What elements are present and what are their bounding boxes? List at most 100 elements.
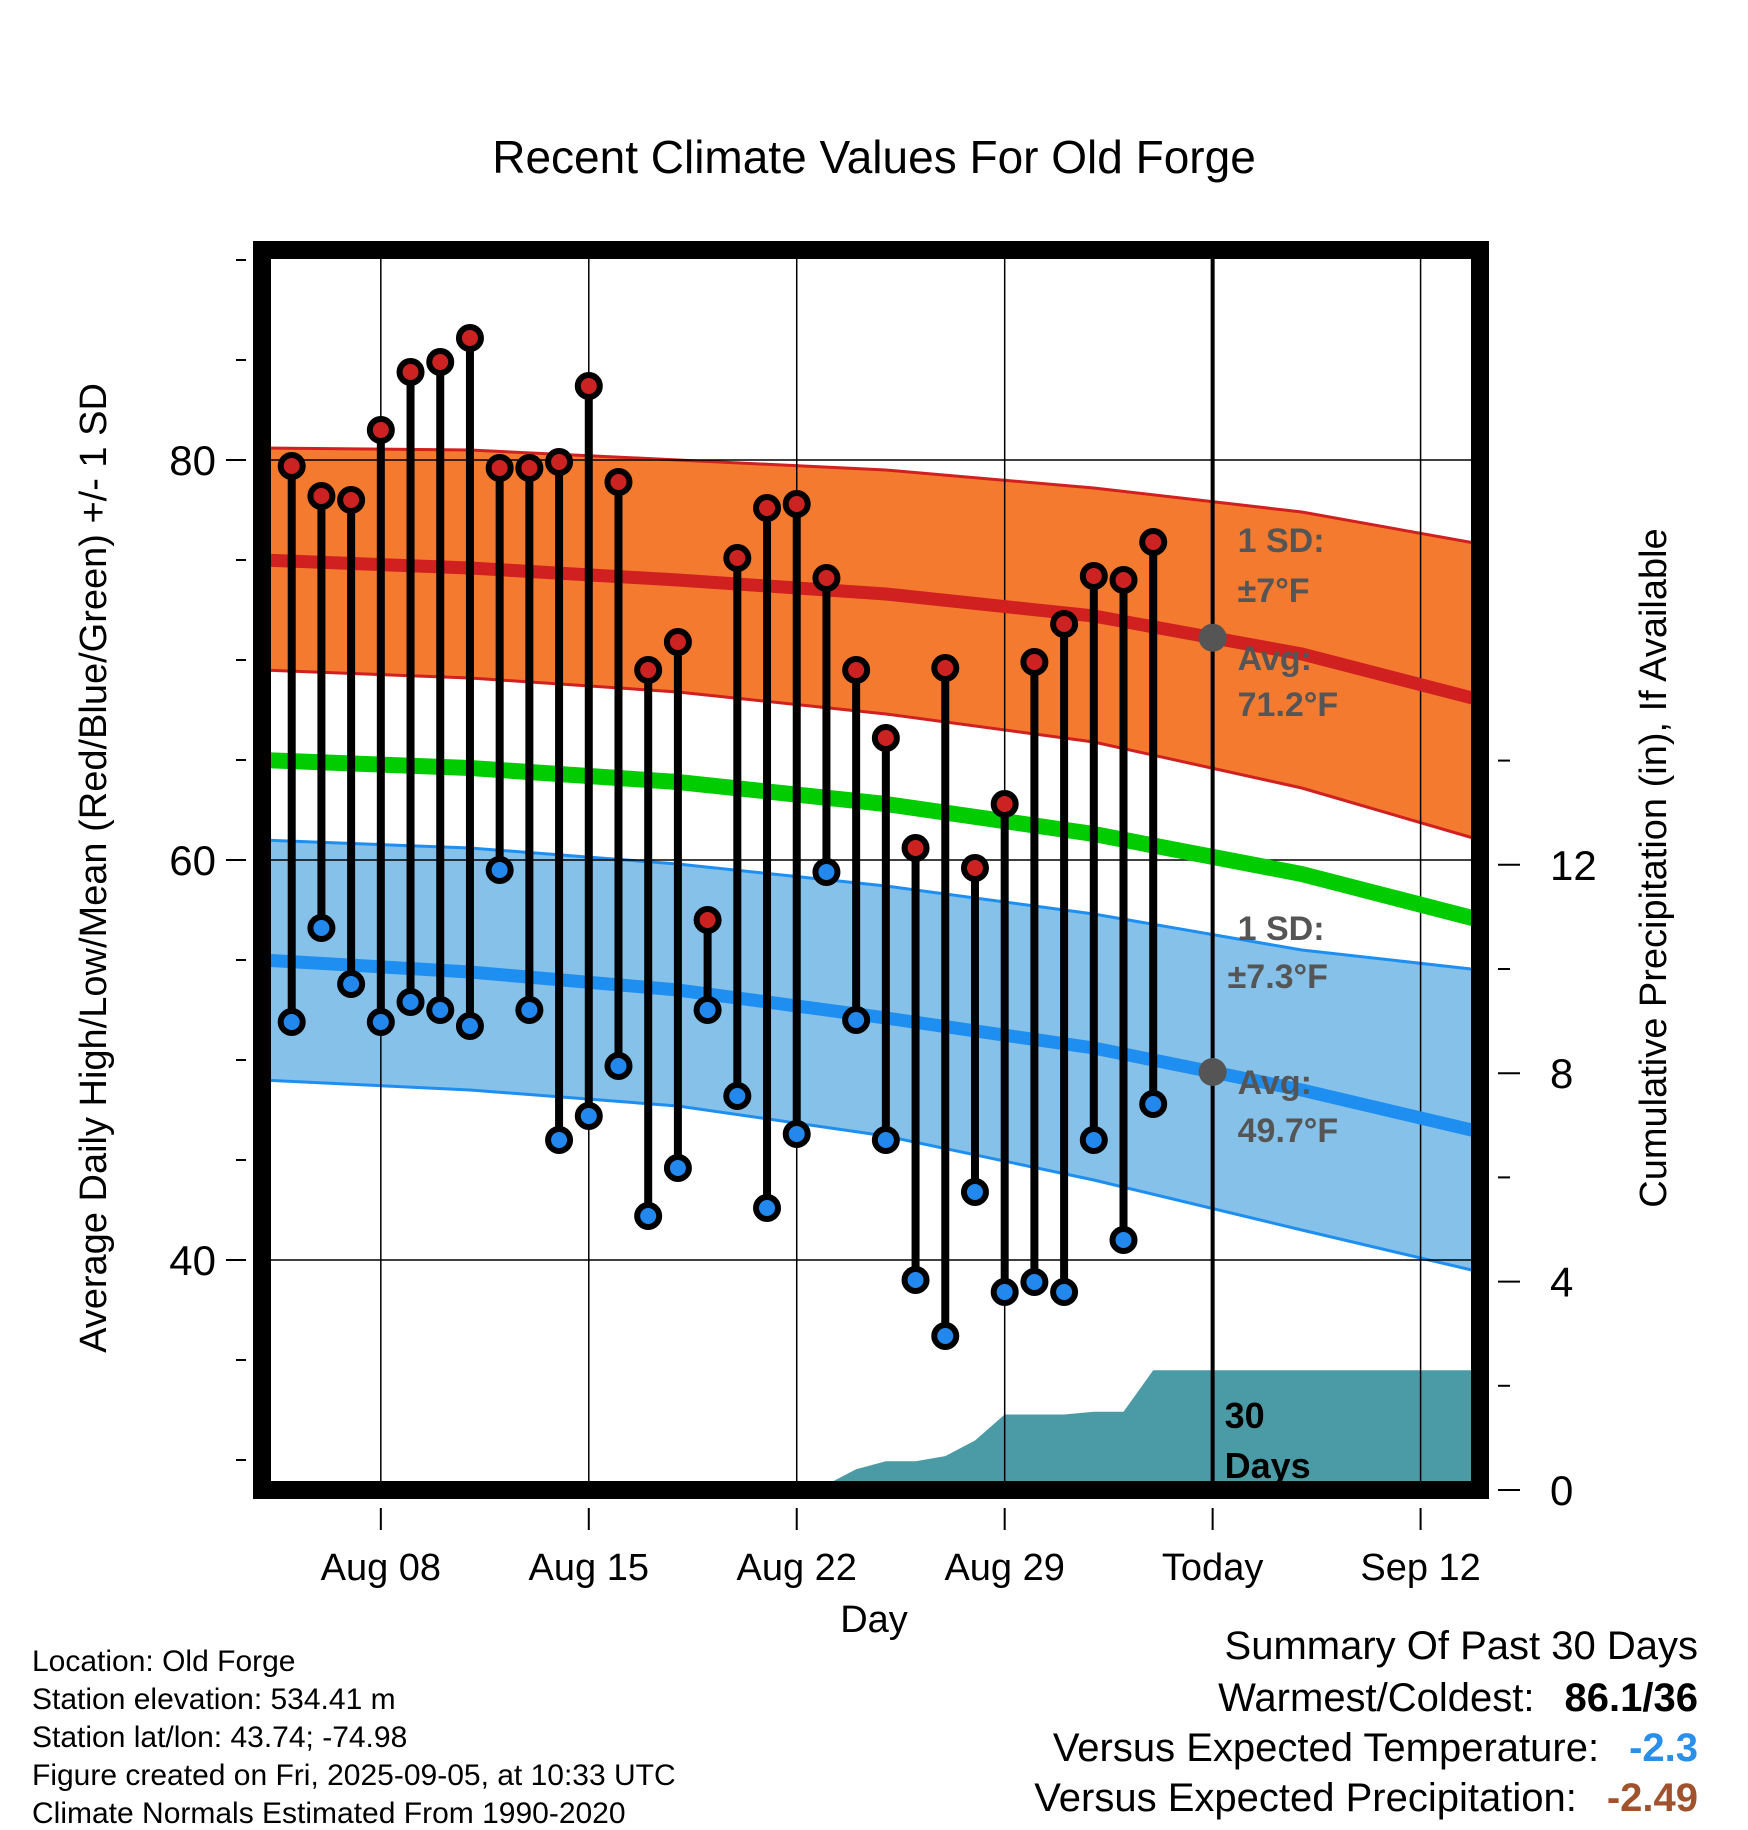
daily-high-point [812,564,841,592]
daily-low-point [277,1008,306,1036]
y-tick-label: 80 [169,437,216,484]
info-normals: Climate Normals Estimated From 1990-2020 [32,1797,626,1830]
daily-high-point [723,544,752,572]
plot-area: 1 SD: Avg: 71.2°F 1 SD: Avg: 49.7°F ±7°F ±7.3°F… [261,250,1482,1490]
daily-high-point [604,468,633,496]
summary-temp-label: Versus Expected Temperature: [1052,1726,1600,1770]
daily-low-point [693,996,722,1024]
daily-high-point [1109,566,1138,594]
daily-low-point [1050,1278,1079,1306]
daily-high-point [1079,562,1108,590]
chart-title: Recent Climate Values For Old Forge [492,131,1256,183]
daily-high-point [366,416,395,444]
x-tick-label: Aug 22 [737,1547,857,1589]
daily-high-point [1139,528,1168,556]
low-avg-value: 49.7°F [1238,1112,1339,1150]
daily-low-point [871,1126,900,1154]
y-tick-label: 40 [169,1237,216,1284]
daily-low-point [366,1008,395,1036]
daily-low-point [396,988,425,1016]
daily-low-point [1109,1226,1138,1254]
days-label-text: Days [1225,1445,1311,1486]
daily-high-point [960,854,989,882]
summary-temp-row: Versus Expected Temperature: -2.3 [1053,1726,1698,1771]
daily-high-point [782,490,811,518]
days-label-number: 30 [1225,1395,1265,1436]
today-normal-high-marker [1198,623,1227,652]
daily-high-point [842,656,871,684]
high-avg-label: Avg: [1238,640,1312,678]
daily-high-point [337,486,366,514]
daily-high-point [485,454,514,482]
summary-precip-row: Versus Expected Precipitation: -2.49 [1034,1776,1698,1821]
y2-tick-label: 8 [1550,1050,1573,1097]
daily-high-point [307,482,336,510]
daily-low-point [515,996,544,1024]
daily-high-point [753,494,782,522]
daily-low-point [426,996,455,1024]
summary-temp-value: -2.3 [1629,1726,1698,1770]
daily-low-point [604,1052,633,1080]
y-tick-label: 60 [169,837,216,884]
daily-high-point [634,656,663,684]
daily-low-point [723,1082,752,1110]
daily-high-point [455,324,484,352]
daily-low-point [485,856,514,884]
daily-high-point [396,358,425,386]
low-sd-value: ±7.3°F [1228,958,1328,996]
daily-low-point [337,970,366,998]
daily-low-point [634,1202,663,1230]
summary-warmest-label: Warmest/Coldest: [1218,1676,1535,1720]
info-location: Location: Old Forge [32,1645,296,1678]
daily-high-point [574,372,603,400]
y2-axis-title: Cumulative Precipitation (in), If Availa… [1633,528,1675,1207]
daily-low-point [455,1012,484,1040]
high-sd-value: ±7°F [1238,572,1310,610]
info-created: Figure created on Fri, 2025-09-05, at 10… [32,1759,676,1792]
daily-high-point [277,452,306,480]
daily-low-point [1020,1268,1049,1296]
y2-tick-label: 4 [1550,1259,1573,1306]
y2-tick-label: 12 [1550,842,1597,889]
daily-low-point [901,1266,930,1294]
daily-low-point [307,914,336,942]
daily-low-point [663,1154,692,1182]
axes: 40 60 80 0 4 8 12 Aug 08 Aug 15 Aug 22 Aug 29 Today… [169,241,1597,1589]
high-avg-value: 71.2°F [1238,686,1339,724]
daily-high-point [545,448,574,476]
daily-low-point [931,1322,960,1350]
daily-low-point [1079,1126,1108,1154]
daily-low-point [960,1178,989,1206]
daily-high-point [1050,610,1079,638]
x-axis-title: Day [840,1599,908,1641]
x-tick-label: Today [1162,1547,1263,1589]
daily-low-point [753,1194,782,1222]
daily-high-point [990,790,1019,818]
summary-warmest-value: 86.1/36 [1564,1676,1698,1720]
today-normal-low-marker [1198,1058,1227,1086]
info-elevation: Station elevation: 534.41 m [32,1683,396,1716]
plot-frame [253,241,1489,1499]
x-tick-label: Sep 12 [1360,1547,1480,1589]
precip-area [262,1370,1480,1490]
daily-high-point [871,724,900,752]
daily-low-point [782,1120,811,1148]
x-tick-label: Aug 08 [321,1547,441,1589]
low-avg-label: Avg: [1238,1064,1312,1102]
high-sd-label: 1 SD: [1238,522,1325,560]
summary-precip-value: -2.49 [1606,1776,1698,1820]
daily-high-point [663,628,692,656]
daily-high-point [931,654,960,682]
daily-low-point [812,858,841,886]
low-sd-label: 1 SD: [1238,910,1325,948]
y2-tick-label: 0 [1550,1467,1573,1514]
high-sd-band [262,448,1480,840]
low-sd-band [262,840,1480,1272]
x-tick-label: Aug 15 [529,1547,649,1589]
daily-high-point [426,348,455,376]
daily-high-point [515,454,544,482]
info-latlon: Station lat/lon: 43.74; -74.98 [32,1721,408,1754]
daily-low-point [1139,1090,1168,1118]
daily-low-point [990,1278,1019,1306]
